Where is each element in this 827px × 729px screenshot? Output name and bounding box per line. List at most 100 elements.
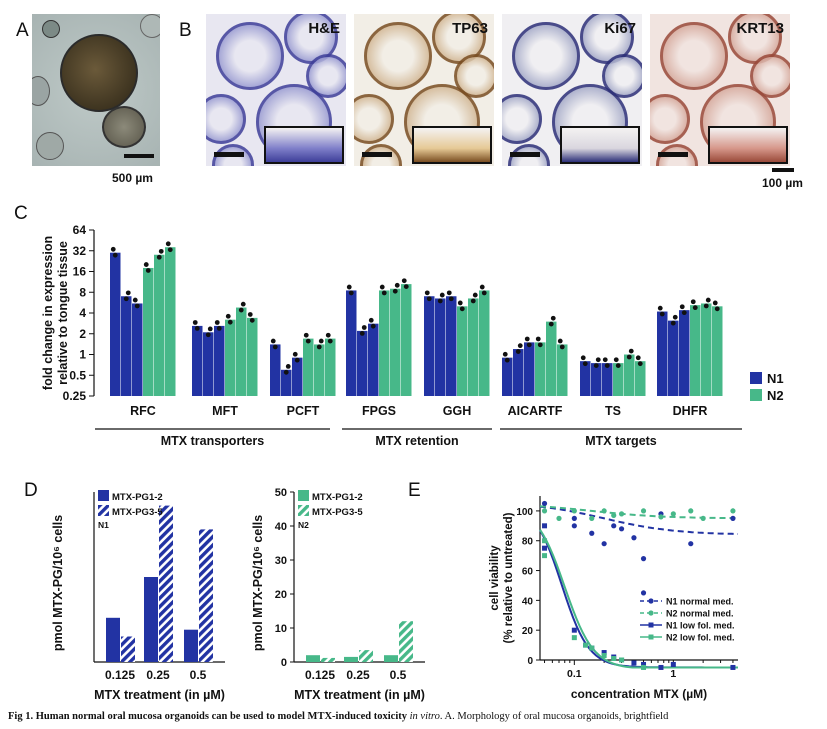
organoid-edge bbox=[32, 76, 50, 106]
organoid-large bbox=[60, 34, 138, 112]
data-point bbox=[403, 284, 409, 290]
organoid-section bbox=[306, 54, 346, 98]
bar-mtx-pg35 bbox=[399, 621, 413, 662]
data-point bbox=[379, 284, 385, 290]
y-tick-label: 0.5 bbox=[69, 368, 86, 382]
data-point bbox=[700, 515, 706, 521]
y-tick-label: 10 bbox=[275, 623, 287, 635]
stain-label: Ki67 bbox=[604, 20, 636, 37]
y-tick-label: 40 bbox=[275, 521, 287, 533]
data-point bbox=[641, 664, 647, 670]
data-point bbox=[346, 284, 352, 290]
data-point bbox=[303, 332, 309, 338]
category-label: DHFR bbox=[673, 404, 708, 418]
y-axis-label-line1: cell viability bbox=[489, 545, 501, 611]
magnified-inset bbox=[708, 126, 788, 164]
data-point bbox=[524, 336, 530, 342]
bar-mtx-pg35 bbox=[321, 657, 335, 662]
y-tick-label: 50 bbox=[275, 487, 287, 499]
data-point bbox=[285, 363, 291, 369]
ihc-tile-ki67: Ki67 bbox=[502, 14, 642, 166]
category-label: TS bbox=[605, 404, 621, 418]
data-point bbox=[292, 351, 298, 357]
data-point bbox=[613, 357, 619, 363]
y-axis-label-line2: (% relative to untreated) bbox=[503, 512, 515, 643]
bar-n1 bbox=[192, 325, 203, 396]
data-point bbox=[714, 306, 720, 312]
data-point bbox=[424, 290, 430, 296]
legend-swatch-pg35 bbox=[98, 505, 109, 516]
data-point bbox=[571, 627, 577, 633]
chart-d-right: 0 10 20 30 40 50 pmol MTX-PG/10⁶ cells 0.125 0.2… bbox=[251, 487, 425, 702]
organoid-section bbox=[454, 54, 494, 98]
y-tick-label: 0 bbox=[281, 657, 287, 669]
data-point bbox=[227, 319, 233, 325]
data-point bbox=[670, 661, 676, 667]
y-tick-label: 64 bbox=[73, 223, 87, 237]
data-point bbox=[640, 556, 647, 562]
magnified-inset bbox=[560, 126, 640, 164]
data-point bbox=[394, 282, 400, 288]
data-point bbox=[692, 305, 698, 311]
data-point bbox=[571, 508, 577, 514]
bar-n1 bbox=[679, 310, 690, 396]
data-point bbox=[502, 351, 508, 357]
data-point bbox=[659, 311, 665, 317]
stain-label: H&E bbox=[308, 20, 340, 37]
bar-n1 bbox=[580, 361, 591, 396]
bar-n2 bbox=[247, 317, 258, 396]
bar-n1 bbox=[368, 323, 379, 396]
magnified-inset bbox=[264, 126, 344, 164]
bar-n2 bbox=[225, 319, 236, 396]
bar-n1 bbox=[524, 342, 535, 396]
data-point bbox=[557, 338, 563, 344]
y-axis-label: fold change in expressionrelative to ton… bbox=[41, 236, 70, 390]
y-axis-label-line2: relative to tongue tissue bbox=[56, 241, 70, 385]
data-point bbox=[401, 278, 407, 284]
data-point bbox=[459, 306, 465, 312]
data-point bbox=[205, 332, 211, 338]
data-point bbox=[640, 508, 647, 514]
bar-n2 bbox=[624, 354, 635, 396]
data-point bbox=[690, 299, 696, 305]
ihc-tile-he: H&E bbox=[206, 14, 346, 166]
legend-swatch-pg35 bbox=[298, 505, 309, 516]
y-axis-label: pmol MTX-PG/10⁶ cells bbox=[51, 515, 65, 651]
data-point bbox=[112, 252, 118, 258]
bar-n1 bbox=[346, 290, 357, 396]
stain-label: TP63 bbox=[452, 20, 488, 37]
data-point bbox=[537, 342, 543, 348]
organoid-section bbox=[364, 22, 432, 90]
scale-bar-b bbox=[772, 168, 794, 172]
panel-label-e: E bbox=[408, 480, 421, 501]
data-point bbox=[657, 305, 663, 311]
data-point bbox=[481, 290, 487, 296]
bar-n1 bbox=[668, 320, 679, 396]
bar-n2 bbox=[557, 344, 568, 396]
data-point bbox=[426, 296, 432, 302]
data-point bbox=[730, 508, 736, 514]
bar-mtx-pg35 bbox=[359, 650, 373, 662]
data-point bbox=[703, 303, 709, 309]
data-point bbox=[542, 538, 548, 544]
x-axis-label: MTX treatment (in µM) bbox=[294, 688, 425, 702]
category-label: 0.25 bbox=[346, 668, 370, 682]
data-point bbox=[348, 290, 354, 296]
ihc-tile-krt13: KRT13 bbox=[650, 14, 790, 166]
caption-italic: in vitro bbox=[409, 711, 440, 722]
scale-bar bbox=[362, 152, 392, 157]
data-point bbox=[626, 354, 632, 360]
data-point bbox=[145, 268, 151, 273]
data-point bbox=[583, 642, 589, 648]
legend-title: N2 bbox=[298, 520, 309, 530]
legend-marker bbox=[648, 622, 654, 628]
y-axis-label: pmol MTX-PG/10⁶ cells bbox=[251, 515, 265, 651]
organoid-tiny bbox=[42, 20, 60, 38]
organoid-small bbox=[102, 106, 146, 148]
scale-bar bbox=[510, 152, 540, 157]
legend-label-pg12: MTX-PG1-2 bbox=[312, 492, 363, 503]
panel-label-c: C bbox=[14, 203, 28, 224]
category-label: MFT bbox=[212, 404, 238, 418]
chart-e: 0 20 40 60 80 100 0.1 1 concentration MTX (µM) ce… bbox=[489, 496, 739, 701]
